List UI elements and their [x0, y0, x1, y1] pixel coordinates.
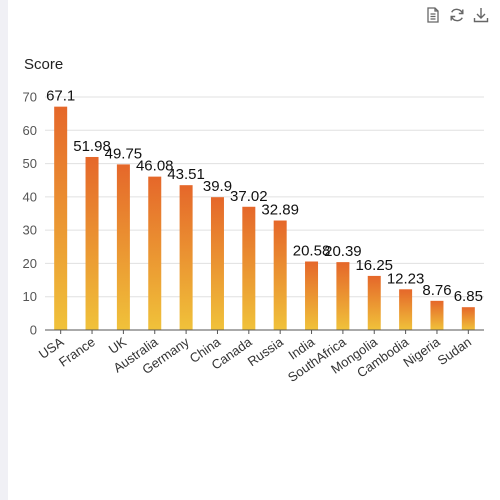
data-label: 51.98 — [73, 138, 111, 155]
data-label: 46.08 — [136, 158, 174, 175]
bar-germany[interactable] — [179, 185, 193, 330]
y-tick-label: 40 — [23, 189, 37, 204]
y-tick-label: 70 — [23, 90, 37, 105]
data-label: 6.85 — [454, 288, 483, 305]
data-label: 37.02 — [230, 188, 268, 205]
y-tick-label: 50 — [23, 156, 37, 171]
data-label: 43.51 — [167, 166, 205, 183]
bar-mongolia[interactable] — [367, 275, 381, 330]
bar-russia[interactable] — [273, 220, 287, 330]
data-label: 32.89 — [261, 202, 299, 219]
bar-canada[interactable] — [242, 206, 256, 330]
x-tick-label: France — [56, 334, 98, 369]
y-tick-label: 0 — [30, 323, 37, 338]
bar-india[interactable] — [305, 261, 319, 330]
download-icon[interactable] — [472, 6, 490, 24]
data-label: 8.76 — [422, 282, 451, 299]
data-label: 12.23 — [387, 270, 425, 287]
x-tick-label: Nigeria — [400, 334, 443, 370]
bar-southafrica[interactable] — [336, 262, 350, 330]
data-label: 49.75 — [105, 145, 143, 162]
data-label: 16.25 — [355, 257, 393, 274]
y-tick-label: 20 — [23, 256, 37, 271]
data-label: 20.58 — [293, 242, 331, 259]
x-tick-label: Russia — [245, 334, 287, 370]
left-edge-strip — [0, 0, 8, 500]
bar-sudan[interactable] — [461, 307, 475, 330]
bar-usa[interactable] — [54, 106, 68, 330]
bar-france[interactable] — [85, 156, 99, 330]
bar-australia[interactable] — [148, 176, 162, 330]
data-label: 67.1 — [46, 88, 75, 105]
restore-icon[interactable] — [448, 6, 466, 24]
chart-toolbox — [424, 6, 490, 24]
bar-china[interactable] — [210, 197, 224, 330]
bar-cambodia[interactable] — [399, 289, 413, 330]
data-label: 20.39 — [324, 243, 362, 260]
bar-nigeria[interactable] — [430, 300, 444, 330]
bar-uk[interactable] — [116, 164, 130, 330]
y-tick-label: 60 — [23, 123, 37, 138]
y-tick-label: 30 — [23, 223, 37, 238]
y-axis-label: Score — [24, 56, 63, 73]
data-label: 39.9 — [203, 178, 232, 195]
x-tick-label: Sudan — [435, 334, 474, 368]
data-view-icon[interactable] — [424, 6, 442, 24]
y-tick-label: 10 — [23, 289, 37, 304]
